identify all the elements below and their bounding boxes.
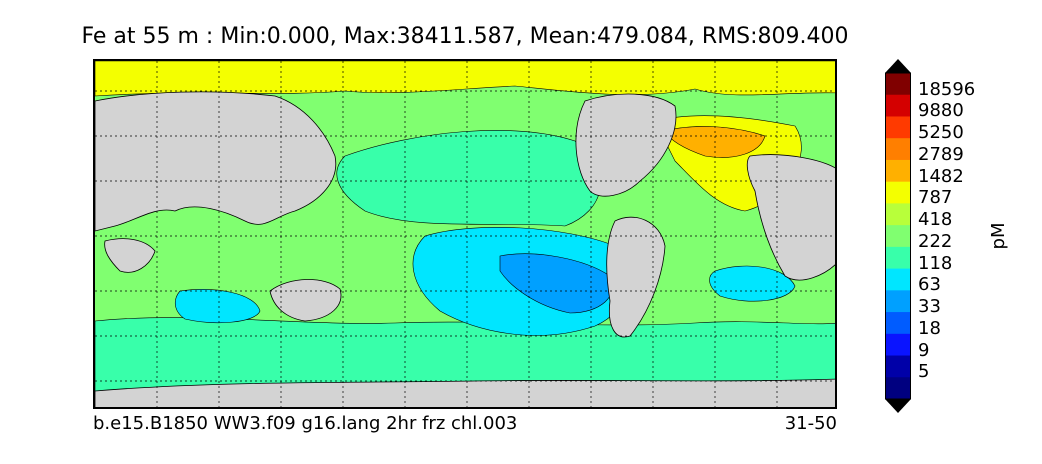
colorbar-swatch bbox=[885, 355, 911, 378]
colorbar-swatch bbox=[885, 246, 911, 270]
colorbar-swatch bbox=[885, 116, 911, 139]
colorbar-tick-label: 18596 bbox=[918, 78, 976, 100]
colorbar-extend-bottom bbox=[885, 399, 911, 413]
colorbar-tick-label: 1482 bbox=[918, 165, 964, 187]
colorbar-extend-top bbox=[885, 59, 911, 73]
colorbar-swatch bbox=[885, 268, 911, 291]
colorbar-tick-label: 5250 bbox=[918, 122, 964, 144]
plot-title: Fe at 55 m : Min:0.000, Max:38411.587, M… bbox=[81, 24, 849, 49]
colorbar-tick-label: 33 bbox=[918, 296, 941, 318]
colorbar-swatch bbox=[885, 312, 911, 335]
colorbar-swatch bbox=[885, 181, 911, 204]
units-label: pM bbox=[987, 222, 1009, 250]
colorbar-tick-label: 63 bbox=[918, 274, 941, 296]
colorbar bbox=[885, 59, 911, 413]
land-masses bbox=[95, 91, 835, 407]
north-pacific-region bbox=[336, 130, 601, 227]
colorbar-tick-label: 2789 bbox=[918, 143, 964, 165]
colorbar-swatch bbox=[885, 138, 911, 161]
eurasia-landmass bbox=[95, 91, 337, 232]
ocean-map bbox=[95, 61, 835, 407]
colorbar-frame bbox=[885, 72, 911, 400]
indian-ocean-gyre bbox=[175, 289, 261, 323]
arabia-landmass bbox=[104, 238, 156, 273]
australia-landmass bbox=[269, 279, 342, 322]
colorbar-tick-label: 418 bbox=[918, 209, 953, 231]
colorbar-tick-label: 18 bbox=[918, 317, 941, 339]
south-atlantic-gyre bbox=[709, 265, 796, 302]
antarctica-landmass bbox=[95, 378, 835, 407]
colorbar-tick-label: 787 bbox=[918, 187, 953, 209]
colorbar-swatch bbox=[885, 225, 911, 248]
colorbar-tick-label: 5 bbox=[918, 361, 930, 383]
colorbar-swatch bbox=[885, 290, 911, 313]
arctic-high-iron-region bbox=[95, 61, 835, 97]
run-name-label: b.e15.B1850 WW3.f09 g16.lang 2hr frz chl… bbox=[93, 413, 518, 434]
colorbar-swatch bbox=[885, 94, 911, 117]
colorbar-swatch bbox=[885, 333, 911, 357]
africa-landmass bbox=[746, 154, 835, 281]
colorbar-swatch bbox=[885, 159, 911, 183]
colorbar-tick-label: 222 bbox=[918, 230, 953, 252]
colorbar-tick-label: 9 bbox=[918, 339, 930, 361]
colorbar-swatch bbox=[885, 377, 911, 400]
colorbar-swatch bbox=[885, 203, 911, 226]
lat-lon-grid bbox=[95, 61, 835, 407]
map-panel bbox=[93, 59, 837, 409]
colorbar-swatch bbox=[885, 73, 911, 96]
period-label: 31-50 bbox=[784, 413, 837, 434]
colorbar-tick-label: 118 bbox=[918, 252, 953, 274]
colorbar-tick-label: 9880 bbox=[918, 100, 964, 122]
